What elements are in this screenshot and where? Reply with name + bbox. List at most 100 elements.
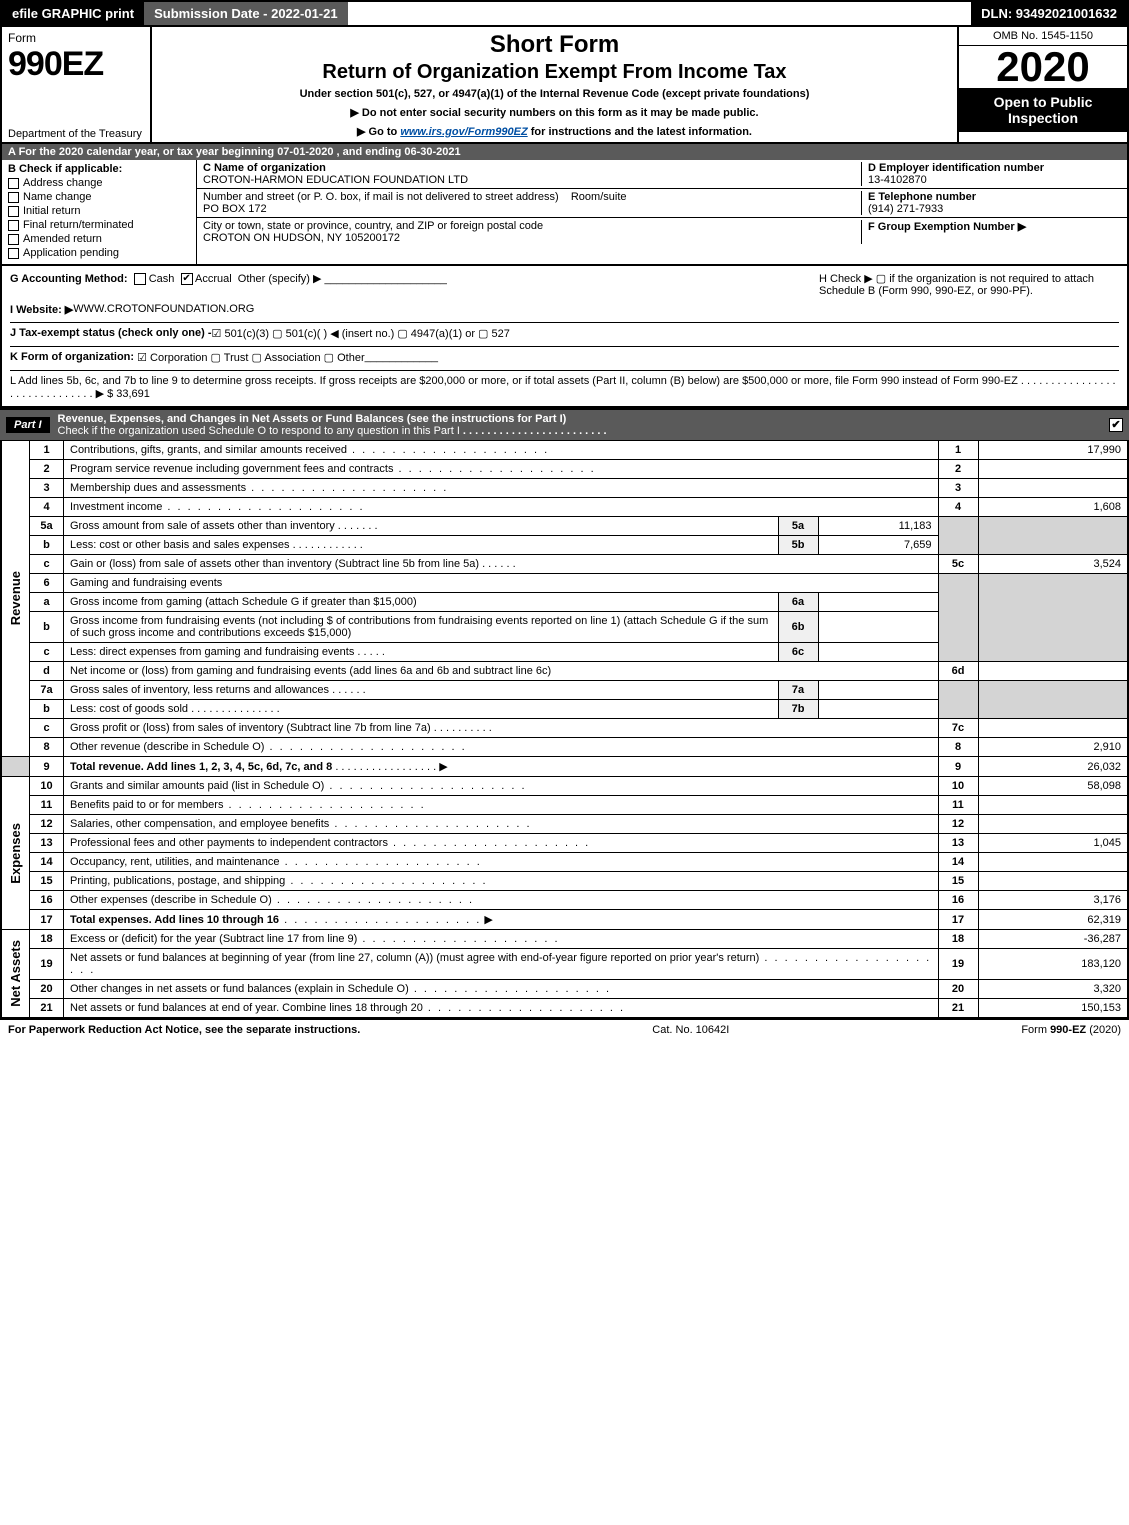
cb-initial-return[interactable] xyxy=(8,206,19,217)
mid-7b: 7b xyxy=(778,700,818,719)
part-i-table: Revenue 1 Contributions, gifts, grants, … xyxy=(0,440,1129,1019)
org-name: CROTON-HARMON EDUCATION FOUNDATION LTD xyxy=(203,174,861,186)
goto-line: ▶ Go to www.irs.gov/Form990EZ for instru… xyxy=(152,125,957,138)
footer-catno: Cat. No. 10642I xyxy=(652,1024,729,1036)
d-7b: Less: cost of goods sold xyxy=(70,703,188,715)
d-15: Printing, publications, postage, and shi… xyxy=(70,875,285,887)
street-label: Number and street (or P. O. box, if mail… xyxy=(203,191,861,203)
midv-6c xyxy=(818,643,938,662)
midv-7b xyxy=(818,700,938,719)
d-8: Other revenue (describe in Schedule O) xyxy=(70,741,264,753)
rn-19: 19 xyxy=(938,949,978,980)
g-accrual: Accrual xyxy=(195,273,232,285)
h-text: H Check ▶ ▢ if the organization is not r… xyxy=(819,272,1119,297)
rv-14 xyxy=(978,853,1128,872)
cb-name-change[interactable] xyxy=(8,192,19,203)
mid-6a: 6a xyxy=(778,593,818,612)
mid-7a: 7a xyxy=(778,681,818,700)
cb-accrual[interactable] xyxy=(181,273,193,285)
footer-formref: Form 990-EZ (2020) xyxy=(1021,1024,1121,1036)
c-label: C Name of organization xyxy=(203,162,861,174)
part-i-schedule-o-check[interactable]: ✔ xyxy=(1109,418,1123,432)
mid-5b: 5b xyxy=(778,536,818,555)
topbar: efile GRAPHIC print Submission Date - 20… xyxy=(0,0,1129,27)
midv-6b xyxy=(818,612,938,643)
efile-print-button[interactable]: efile GRAPHIC print xyxy=(2,2,144,25)
dept-treasury: Department of the Treasury xyxy=(8,128,142,140)
k-opts: ☑ Corporation ▢ Trust ▢ Association ▢ Ot… xyxy=(137,351,365,364)
rn-7c: 7c xyxy=(938,719,978,738)
cb-amended-return[interactable] xyxy=(8,234,19,245)
open-to-public: Open to Public Inspection xyxy=(959,88,1127,132)
rv-17: 62,319 xyxy=(978,910,1128,930)
g-other: Other (specify) ▶ xyxy=(238,273,322,285)
cb-cash[interactable] xyxy=(134,273,146,285)
rn-8: 8 xyxy=(938,738,978,757)
d-6d: Net income or (loss) from gaming and fun… xyxy=(70,665,551,677)
b-opt-5: Application pending xyxy=(23,247,119,259)
org-info-block: B Check if applicable: Address change Na… xyxy=(0,160,1129,266)
d-20: Other changes in net assets or fund bala… xyxy=(70,983,409,995)
line-a: A For the 2020 calendar year, or tax yea… xyxy=(0,144,1129,160)
e-label: E Telephone number xyxy=(868,191,1121,203)
midv-5b: 7,659 xyxy=(818,536,938,555)
part-i-header: Part I Revenue, Expenses, and Changes in… xyxy=(0,408,1129,440)
ghi-block: G Accounting Method: Cash Accrual Other … xyxy=(0,266,1129,408)
rv-5c: 3,524 xyxy=(978,555,1128,574)
mid-5a: 5a xyxy=(778,517,818,536)
rn-13: 13 xyxy=(938,834,978,853)
d-19: Net assets or fund balances at beginning… xyxy=(70,952,759,964)
rn-9: 9 xyxy=(938,757,978,777)
rn-3: 3 xyxy=(938,479,978,498)
rv-6d xyxy=(978,662,1128,681)
irs-link[interactable]: www.irs.gov/Form990EZ xyxy=(400,126,527,138)
rn-10: 10 xyxy=(938,777,978,796)
ein: 13-4102870 xyxy=(868,174,1121,186)
d-6a: Gross income from gaming (attach Schedul… xyxy=(70,596,417,608)
b-header: B Check if applicable: xyxy=(8,163,190,175)
d-12: Salaries, other compensation, and employ… xyxy=(70,818,329,830)
phone: (914) 271-7933 xyxy=(868,203,1121,215)
cb-address-change[interactable] xyxy=(8,178,19,189)
b-opt-0: Address change xyxy=(23,177,103,189)
rv-9: 26,032 xyxy=(978,757,1128,777)
l-text: L Add lines 5b, 6c, and 7b to line 9 to … xyxy=(10,375,1119,400)
d-6c: Less: direct expenses from gaming and fu… xyxy=(70,646,354,658)
short-form-title: Short Form xyxy=(152,31,957,59)
footer: For Paperwork Reduction Act Notice, see … xyxy=(0,1019,1129,1040)
net-assets-label: Net Assets xyxy=(8,940,23,1007)
d-18: Excess or (deficit) for the year (Subtra… xyxy=(70,933,357,945)
rv-19: 183,120 xyxy=(978,949,1128,980)
midv-6a xyxy=(818,593,938,612)
website: WWW.CROTONFOUNDATION.ORG xyxy=(73,303,254,316)
cb-application-pending[interactable] xyxy=(8,248,19,259)
d-4: Investment income xyxy=(70,501,162,513)
city: CROTON ON HUDSON, NY 105200172 xyxy=(203,232,861,244)
rn-12: 12 xyxy=(938,815,978,834)
part-i-title: Revenue, Expenses, and Changes in Net As… xyxy=(58,413,567,425)
d-6: Gaming and fundraising events xyxy=(64,574,939,593)
d-3: Membership dues and assessments xyxy=(70,482,246,494)
rv-10: 58,098 xyxy=(978,777,1128,796)
rn-11: 11 xyxy=(938,796,978,815)
d-5a: Gross amount from sale of assets other t… xyxy=(70,520,335,532)
d-13: Professional fees and other payments to … xyxy=(70,837,388,849)
d-11: Benefits paid to or for members xyxy=(70,799,223,811)
rv-16: 3,176 xyxy=(978,891,1128,910)
rn-17: 17 xyxy=(938,910,978,930)
dln: DLN: 93492021001632 xyxy=(971,2,1127,25)
cb-final-return[interactable] xyxy=(8,220,19,231)
part-i-sub: Check if the organization used Schedule … xyxy=(58,425,460,437)
g-label: G Accounting Method: xyxy=(10,273,128,285)
g-cash: Cash xyxy=(149,273,175,285)
b-opt-1: Name change xyxy=(23,191,92,203)
d-21: Net assets or fund balances at end of ye… xyxy=(70,1002,423,1014)
city-label: City or town, state or province, country… xyxy=(203,220,861,232)
d-5c: Gain or (loss) from sale of assets other… xyxy=(70,558,479,570)
ln-1: 1 xyxy=(30,441,64,460)
arrow-9: ▶ xyxy=(439,761,447,773)
rn-16: 16 xyxy=(938,891,978,910)
d-1: Contributions, gifts, grants, and simila… xyxy=(70,444,347,456)
footer-left: For Paperwork Reduction Act Notice, see … xyxy=(8,1024,360,1036)
d-2: Program service revenue including govern… xyxy=(70,463,393,475)
